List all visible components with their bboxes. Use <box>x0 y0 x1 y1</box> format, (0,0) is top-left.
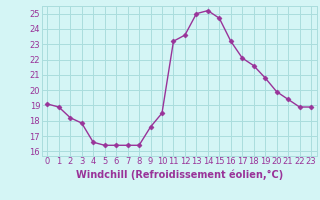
X-axis label: Windchill (Refroidissement éolien,°C): Windchill (Refroidissement éolien,°C) <box>76 169 283 180</box>
